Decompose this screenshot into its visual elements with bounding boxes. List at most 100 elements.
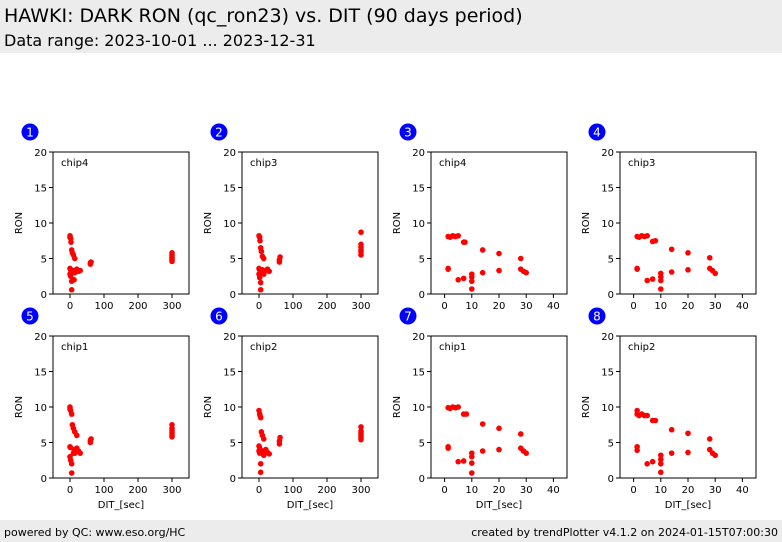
panel-badge-number: 6 [215, 310, 223, 324]
data-point [74, 432, 80, 439]
y-tick-label: 10 [34, 219, 47, 230]
data-point [358, 424, 364, 430]
x-tick-label: 20 [493, 485, 506, 496]
data-point [469, 453, 475, 460]
y-tick-label: 15 [412, 368, 425, 379]
data-point [266, 268, 273, 275]
data-point [469, 274, 475, 280]
panel-badge-icon [399, 123, 417, 141]
x-tick-label: 200 [128, 485, 147, 496]
panel-badge-icon [21, 307, 39, 325]
data-point [496, 446, 502, 453]
data-point [71, 255, 78, 262]
chip-label: chip1 [439, 342, 466, 353]
data-point [460, 275, 467, 282]
data-point [358, 436, 364, 443]
data-point [88, 436, 94, 442]
data-point [469, 470, 475, 476]
page-title: HAWKI: DARK RON (qc_ron23) vs. DIT (90 d… [4, 5, 523, 27]
x-tick-label: 10 [465, 301, 478, 312]
y-axis-label: RON [581, 212, 592, 234]
x-tick-label: 30 [709, 485, 722, 496]
y-tick-label: 0 [608, 290, 614, 301]
data-point [652, 417, 659, 424]
panel-badge-icon [210, 123, 228, 141]
data-point [479, 421, 486, 427]
y-tick-label: 5 [230, 439, 236, 450]
y-tick-label: 5 [419, 439, 425, 450]
panel-badge-number: 3 [404, 126, 412, 140]
panel-badge-icon [21, 123, 39, 141]
data-point [496, 425, 502, 432]
x-tick-label: 0 [630, 301, 636, 312]
x-tick-label: 30 [709, 301, 722, 312]
data-point [277, 254, 283, 260]
data-point [277, 434, 283, 441]
x-tick-label: 0 [256, 485, 262, 496]
y-tick-label: 15 [601, 368, 614, 379]
x-axis-label: DIT_[sec] [665, 500, 712, 511]
x-tick-label: 300 [351, 485, 370, 496]
y-tick-label: 20 [34, 332, 47, 343]
data-point [257, 469, 264, 476]
data-point [469, 460, 475, 466]
data-point [258, 248, 265, 255]
x-axis-label: DIT_[sec] [98, 500, 145, 511]
data-point [67, 273, 74, 280]
data-point [685, 430, 691, 437]
plot-frame [619, 335, 757, 479]
x-tick-label: 40 [547, 301, 560, 312]
y-tick-label: 20 [412, 148, 425, 159]
x-tick-label: 40 [736, 485, 749, 496]
data-point [658, 452, 664, 459]
x-tick-label: 10 [654, 301, 667, 312]
y-tick-label: 10 [412, 403, 425, 414]
data-point [649, 276, 656, 282]
data-point [462, 239, 468, 245]
header-bar: HAWKI: DARK RON (qc_ron23) vs. DIT (90 d… [0, 0, 782, 53]
panel-badge-number: 4 [593, 126, 601, 140]
y-tick-label: 5 [41, 439, 47, 450]
data-point [496, 267, 502, 274]
chip-label: chip3 [250, 158, 277, 169]
y-tick-label: 5 [608, 255, 614, 266]
y-axis-label: RON [203, 212, 214, 234]
panel-badge-icon [210, 307, 228, 325]
data-point [445, 266, 451, 272]
plot-frame [619, 151, 757, 295]
y-axis-label: RON [392, 396, 403, 418]
y-axis-label: RON [14, 396, 25, 418]
y-tick-label: 15 [223, 368, 236, 379]
x-tick-label: 30 [520, 485, 533, 496]
y-tick-label: 20 [601, 148, 614, 159]
y-tick-label: 10 [412, 219, 425, 230]
y-tick-label: 10 [601, 219, 614, 230]
panel-badge-number: 8 [593, 310, 601, 324]
data-point [658, 286, 664, 292]
x-axis-label: DIT_[sec] [287, 500, 334, 511]
data-point [644, 232, 650, 239]
data-point [706, 436, 713, 442]
y-tick-label: 0 [41, 290, 47, 301]
data-point [523, 450, 529, 456]
data-point [68, 461, 75, 467]
data-point [644, 412, 650, 419]
x-tick-label: 100 [94, 485, 113, 496]
data-point [257, 286, 264, 293]
x-tick-label: 20 [682, 301, 695, 312]
data-point [68, 470, 75, 476]
x-tick-label: 10 [654, 485, 667, 496]
y-axis-label: RON [581, 396, 592, 418]
x-tick-label: 0 [67, 485, 73, 496]
x-tick-label: 20 [493, 301, 506, 312]
data-point [266, 451, 273, 457]
y-tick-label: 0 [419, 474, 425, 485]
data-point [358, 252, 364, 258]
x-tick-label: 200 [317, 301, 336, 312]
data-point [455, 458, 462, 465]
panel-badge-number: 2 [215, 126, 223, 140]
data-point [652, 237, 659, 244]
x-tick-label: 0 [630, 485, 636, 496]
